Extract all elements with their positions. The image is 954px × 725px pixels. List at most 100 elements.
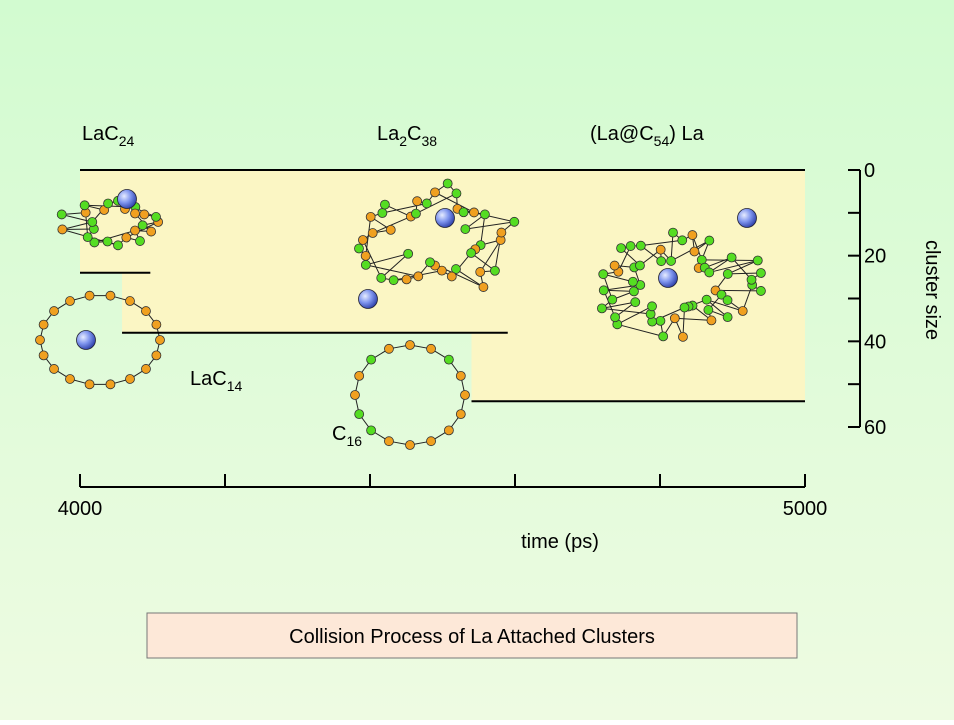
atom	[361, 251, 370, 260]
atom	[747, 275, 756, 284]
atom	[386, 225, 395, 234]
atom	[626, 242, 635, 251]
atom	[422, 199, 431, 208]
atom	[427, 437, 436, 446]
atom	[50, 364, 59, 373]
y-tick-label: 0	[864, 160, 875, 182]
atom	[57, 210, 66, 219]
atom	[50, 307, 59, 316]
atom	[656, 316, 665, 325]
atom	[131, 226, 140, 235]
atom	[738, 307, 747, 316]
atom	[597, 304, 606, 313]
atom	[358, 236, 367, 245]
atom	[476, 267, 485, 276]
atom	[497, 228, 506, 237]
atom	[707, 316, 716, 325]
atom	[126, 297, 135, 306]
atom	[377, 273, 386, 282]
atom	[152, 320, 161, 329]
atom	[669, 228, 678, 237]
atom	[631, 298, 640, 307]
atom	[66, 374, 75, 383]
atom	[103, 237, 112, 246]
atom	[413, 197, 422, 206]
atom	[753, 256, 762, 265]
la-atom	[77, 331, 96, 350]
y-axis-label: cluster size	[921, 240, 943, 340]
atom	[104, 199, 113, 208]
subscript: 54	[654, 133, 670, 149]
atom	[678, 332, 687, 341]
atom	[635, 261, 644, 270]
atom	[147, 227, 156, 236]
atom	[444, 426, 453, 435]
atom	[431, 188, 440, 197]
atom	[141, 307, 150, 316]
atom	[380, 200, 389, 209]
text-part: La	[377, 123, 400, 145]
atom	[80, 201, 89, 210]
atom	[427, 344, 436, 353]
atom	[608, 295, 617, 304]
atom	[406, 441, 415, 450]
atom	[152, 212, 161, 221]
atom	[411, 209, 420, 218]
atom	[490, 266, 499, 275]
atom	[648, 302, 657, 311]
atom	[667, 256, 676, 265]
atom	[384, 437, 393, 446]
atom	[367, 426, 376, 435]
subscript: 2	[399, 133, 407, 149]
atom	[705, 268, 714, 277]
text-part: LaC	[82, 123, 119, 145]
atom	[657, 257, 666, 266]
atom	[479, 283, 488, 292]
atom	[122, 233, 131, 242]
y-tick-label: 40	[864, 331, 886, 353]
size-fill	[122, 170, 508, 333]
atom	[135, 237, 144, 246]
atom	[389, 276, 398, 285]
atom	[702, 295, 711, 304]
atom	[659, 332, 668, 341]
atom	[723, 296, 732, 305]
atom	[404, 249, 413, 258]
la-atom	[738, 209, 757, 228]
y-tick-label: 20	[864, 246, 886, 268]
atom	[114, 241, 123, 250]
atom	[106, 291, 115, 300]
atom	[156, 336, 165, 345]
text-part: ) La	[669, 123, 704, 145]
atom	[444, 355, 453, 364]
atom	[456, 410, 465, 419]
atom	[611, 313, 620, 322]
atom	[636, 241, 645, 250]
atom	[452, 189, 461, 198]
atom	[599, 286, 608, 295]
atom	[366, 212, 375, 221]
atom	[727, 253, 736, 262]
atom	[131, 209, 140, 218]
atom	[36, 336, 45, 345]
atom	[402, 275, 411, 284]
caption: Collision Process of La Attached Cluster…	[289, 626, 655, 648]
atom	[361, 260, 370, 269]
atom	[138, 221, 147, 230]
atom	[152, 351, 161, 360]
atom	[414, 272, 423, 281]
atom	[141, 364, 150, 373]
atom	[670, 314, 679, 323]
atom	[617, 244, 626, 253]
atom	[85, 380, 94, 389]
la-atom	[359, 290, 378, 309]
subscript: 24	[119, 133, 135, 149]
atom	[680, 303, 689, 312]
subscript: 16	[346, 433, 362, 449]
atom	[39, 351, 48, 360]
atom	[126, 374, 135, 383]
atom	[470, 208, 479, 217]
x-tick-label: 5000	[783, 498, 828, 520]
atom	[510, 217, 519, 226]
atom	[378, 209, 387, 218]
